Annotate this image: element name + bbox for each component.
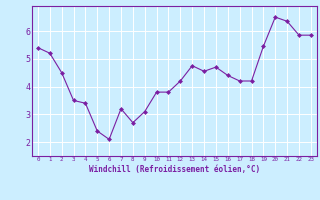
X-axis label: Windchill (Refroidissement éolien,°C): Windchill (Refroidissement éolien,°C) <box>89 165 260 174</box>
